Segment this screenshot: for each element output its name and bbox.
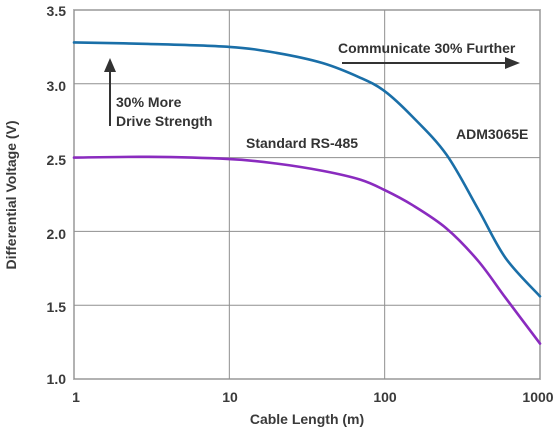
gridlines <box>73 9 541 380</box>
x-tick-label: 1000 <box>522 389 553 405</box>
y-axis-title: Differential Voltage (V) <box>3 120 19 269</box>
y-tick-label: 3.5 <box>47 3 67 19</box>
further-arrowhead <box>505 57 520 69</box>
x-tick-label: 100 <box>373 389 397 405</box>
y-tick-label: 3.0 <box>47 78 67 94</box>
series-lines <box>72 41 542 345</box>
drive-strength-arrowhead <box>104 58 116 72</box>
drive-strength-annotation-line1: 30% More <box>116 94 182 110</box>
y-tick-label: 2.5 <box>47 152 67 168</box>
y-tick-label: 1.0 <box>47 371 67 387</box>
drive-strength-annotation-line2: Drive Strength <box>116 113 212 129</box>
x-axis-title: Cable Length (m) <box>250 411 364 427</box>
y-tick-label: 1.5 <box>47 299 67 315</box>
further-annotation: Communicate 30% Further <box>338 40 516 56</box>
y-tick-label: 2.0 <box>47 226 67 242</box>
y-tick-labels: 1.0 1.5 2.0 2.5 3.0 3.5 <box>47 3 67 387</box>
x-tick-label: 10 <box>222 389 238 405</box>
series-label-adm3065e: ADM3065E <box>456 126 528 142</box>
series-label-standard-rs485: Standard RS-485 <box>246 135 358 151</box>
series-line-standard-rs485 <box>72 155 542 345</box>
plot-area-frame <box>73 9 541 380</box>
x-tick-labels: 1 10 100 1000 <box>72 389 554 405</box>
x-tick-label: 1 <box>72 389 80 405</box>
series-line-adm3065e <box>72 41 542 298</box>
